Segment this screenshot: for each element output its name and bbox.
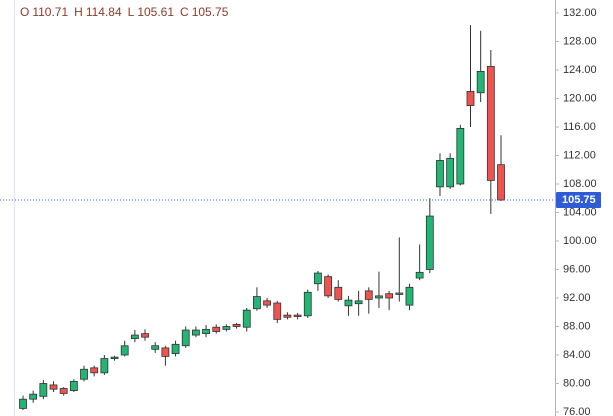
candle-body — [59, 388, 68, 394]
candle-body — [242, 309, 251, 328]
candle-body — [466, 90, 475, 107]
y-tick-label: 116.00 — [563, 121, 596, 133]
candle-body — [171, 343, 180, 354]
candle-body — [334, 286, 343, 300]
candle-body — [222, 326, 231, 330]
ohlc-label: C — [180, 5, 189, 19]
candle-body — [69, 380, 78, 392]
ohlc-value: 114.84 — [86, 5, 122, 19]
candle-body — [80, 368, 88, 380]
price-label: 105.75 — [562, 194, 596, 206]
candle-body — [486, 66, 495, 181]
ohlc-label: O — [20, 5, 29, 19]
candle-body — [425, 215, 434, 270]
candle-body — [191, 329, 200, 336]
candle-body — [141, 333, 149, 338]
candle-body — [212, 326, 221, 332]
candle-body — [120, 345, 129, 356]
candle-body — [344, 299, 353, 307]
candle-body — [90, 367, 99, 374]
ohlc-legend: O 110.71 H 114.84 L 105.61 C 105.75 — [20, 5, 229, 19]
candle-body — [405, 286, 414, 306]
candle-body — [283, 314, 292, 318]
candle-body — [303, 291, 312, 317]
ohlc-value: 110.71 — [32, 5, 68, 19]
y-tick-label: 88.00 — [563, 320, 591, 332]
ohlc-value: 105.61 — [137, 5, 174, 19]
y-tick-label: 84.00 — [563, 349, 591, 361]
candle-body — [100, 358, 109, 374]
candle-body — [497, 164, 505, 201]
y-tick-label: 128.00 — [563, 35, 597, 47]
y-tick-label: 96.00 — [563, 263, 591, 275]
candle-body — [19, 398, 27, 409]
ohlc-value: 105.75 — [192, 5, 229, 19]
candle-body — [161, 347, 170, 357]
ohlc-text: O 110.71 H 114.84 L 105.61 C 105.75 — [20, 5, 229, 19]
candle-body — [151, 345, 160, 350]
y-tick-label: 132.00 — [563, 7, 597, 19]
candle-body — [415, 271, 424, 279]
candle-body — [385, 293, 394, 299]
candle-body — [364, 290, 373, 300]
y-tick-label: 120.00 — [563, 92, 597, 104]
y-tick-label: 76.00 — [563, 406, 591, 416]
y-tick-label: 108.00 — [563, 178, 597, 190]
candle-body — [314, 272, 322, 285]
y-tick-label: 92.00 — [563, 292, 591, 304]
candle-body — [273, 302, 282, 320]
candle-body — [446, 157, 455, 188]
candle-body — [354, 300, 363, 305]
candle-body — [232, 323, 241, 327]
y-tick-label: 80.00 — [563, 377, 591, 389]
price-label-box — [556, 192, 601, 209]
candle-body — [456, 128, 465, 185]
candle-body — [293, 314, 302, 317]
candle-body — [253, 296, 261, 310]
y-tick-label: 104.00 — [563, 206, 597, 218]
candle-body — [436, 160, 444, 188]
candle-body — [202, 328, 210, 335]
candle-body — [263, 300, 271, 306]
candle-body — [49, 384, 58, 390]
y-tick-label: 112.00 — [563, 149, 596, 161]
candle-body — [29, 393, 38, 400]
candle-body — [39, 383, 48, 397]
candle-body — [110, 356, 119, 359]
ohlc-label: H — [74, 5, 83, 19]
candle-body — [181, 329, 190, 347]
candle-body — [375, 295, 383, 299]
ohlc-label: L — [128, 5, 135, 19]
candle-body — [476, 70, 485, 94]
candle-body — [395, 292, 404, 295]
candle-body — [130, 334, 139, 340]
candle-body — [324, 276, 333, 297]
y-tick-label: 124.00 — [563, 64, 597, 76]
y-tick-label: 100.00 — [563, 235, 597, 247]
